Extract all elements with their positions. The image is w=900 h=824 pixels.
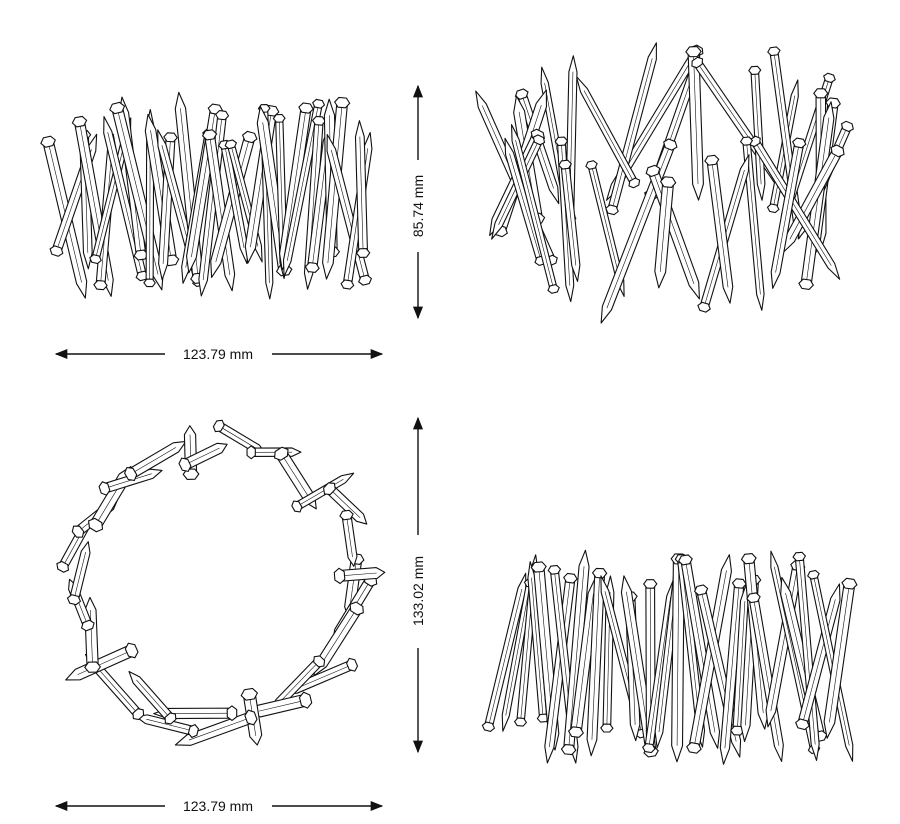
top-view-nail [274,446,317,510]
top-view-nail [123,440,187,482]
dimension-top-depth-label: 133.02 mm [410,556,426,626]
side-view-nail [823,577,858,739]
perspective-view-nail [749,135,841,280]
perspective-view-nail [654,176,677,289]
top-view-nail [313,601,364,677]
side-view-nail [567,577,600,738]
side-view-nail [795,583,841,731]
perspective-view-nail [554,136,575,303]
top-view-nail [66,541,91,606]
perspective-view-nail [739,136,765,311]
perspective-view-bracelet [475,42,854,324]
top-view-nail [84,596,102,673]
side-view-nail [481,572,527,733]
side-view-bracelet [481,549,858,765]
perspective-view-nail [511,124,560,294]
side-view-nail [719,578,747,765]
dimension-top-width: 123.79 mm [54,798,384,814]
dimension-front-height-label: 85.74 mm [410,175,426,237]
front-view-nail [354,120,371,258]
perspective-view-nail [585,160,625,297]
top-view-bracelet [56,419,386,746]
perspective-view-nail [575,75,641,189]
perspective-view-nail [781,144,845,254]
side-view-nail [544,572,578,764]
dimension-top-depth: 133.02 mm [410,416,426,754]
front-view-nail [303,115,326,290]
perspective-view-nail [605,42,657,216]
top-view-nail [88,465,132,533]
side-view-nail [586,567,608,757]
dimension-front-width-label: 123.79 mm [183,346,253,362]
front-view-bracelet [40,91,373,300]
perspective-view-nail [704,154,734,304]
top-view-nail [323,482,368,525]
perspective-view-nail [558,159,581,282]
top-view-nail [65,642,139,681]
side-view-nail [807,569,854,762]
top-view-nail [339,509,358,567]
top-view-nail [128,670,177,725]
side-view-nail [560,549,590,756]
perspective-view-nail [770,137,807,289]
perspective-view-nail [748,65,766,201]
dimension-front-width: 123.79 mm [54,346,384,362]
dimension-top-width-label: 123.79 mm [183,798,253,814]
top-view-nail [98,468,163,496]
top-view-nail [135,714,199,739]
front-view-nail [198,110,230,297]
perspective-view-nail [685,46,704,201]
top-view-nail [333,567,386,585]
dimension-front-height: 85.74 mm [410,84,426,320]
top-view-nail [246,445,302,460]
top-view-nail [178,442,228,473]
